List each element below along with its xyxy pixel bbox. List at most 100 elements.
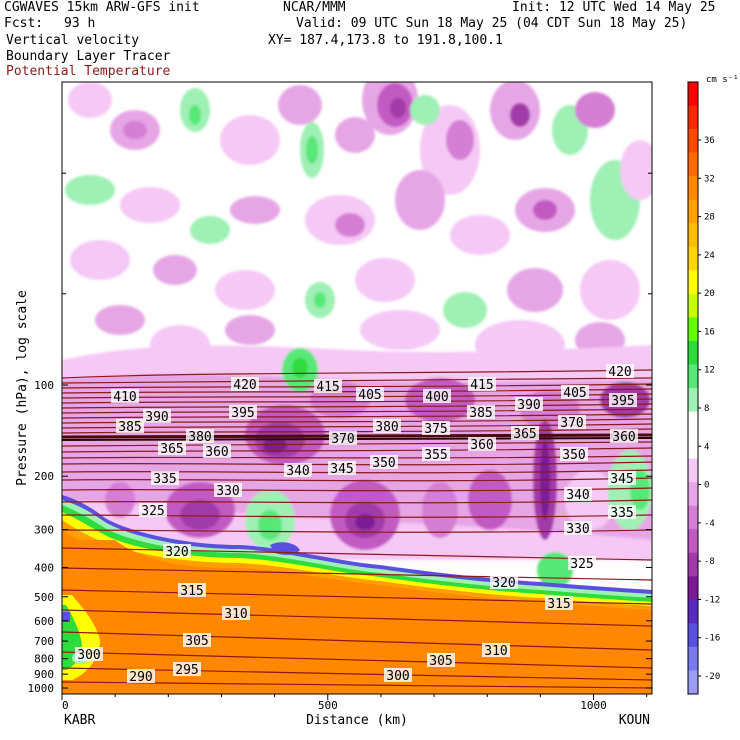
init-time: Init: 12 UTC Wed 14 May 25 bbox=[512, 0, 716, 15]
colorbar-bin bbox=[688, 435, 698, 460]
theta-label: 310 bbox=[224, 607, 247, 622]
y-tick-label: 300 bbox=[34, 524, 54, 537]
theta-label-bg bbox=[610, 429, 638, 443]
theta-label-bg bbox=[116, 419, 144, 433]
theta-label: 355 bbox=[424, 448, 447, 463]
theta-label-bg bbox=[490, 575, 518, 589]
colorbar-bin bbox=[688, 293, 698, 318]
mid-level-velocity-band bbox=[62, 345, 652, 588]
theta-label-bg bbox=[564, 487, 592, 501]
colorbar-label: 24 bbox=[704, 251, 715, 261]
theta-label: 360 bbox=[470, 438, 493, 453]
field-potential-temperature: Potential Temperature bbox=[6, 64, 171, 79]
colorbar-label: -20 bbox=[704, 672, 720, 682]
theta-label: 350 bbox=[562, 448, 585, 463]
y-tick-label: 900 bbox=[34, 668, 54, 681]
theta-label-bg bbox=[564, 521, 592, 535]
colorbar-bin bbox=[688, 105, 698, 130]
plot-frame bbox=[61, 81, 653, 695]
theta-label: 385 bbox=[469, 406, 492, 421]
y-tick-label: 400 bbox=[34, 561, 54, 574]
colorbar-bin bbox=[688, 599, 698, 624]
theta-label: 390 bbox=[517, 398, 540, 413]
colorbar-bin bbox=[688, 623, 698, 648]
theta-label-bg bbox=[467, 405, 495, 419]
colorbar-label: 20 bbox=[704, 289, 715, 299]
theta-label-bg bbox=[384, 668, 412, 682]
colorbar-bin bbox=[688, 340, 698, 365]
colorbar-bin bbox=[688, 411, 698, 436]
theta-label: 320 bbox=[492, 576, 515, 591]
theta-label-bg bbox=[284, 463, 312, 477]
theta-label: 385 bbox=[118, 420, 141, 435]
theta-label: 300 bbox=[386, 669, 409, 684]
x-tick-label: 0 bbox=[62, 699, 69, 712]
colorbar-bin bbox=[688, 246, 698, 271]
theta-label: 350 bbox=[372, 456, 395, 471]
theta-label: 370 bbox=[560, 416, 583, 431]
x-tick-label: 1000 bbox=[580, 699, 607, 712]
theta-label: 360 bbox=[612, 430, 635, 445]
theta-label-bg bbox=[158, 441, 186, 455]
model-title: CGWAVES 15km ARW-GFS init bbox=[4, 0, 200, 15]
theta-label: 325 bbox=[141, 504, 164, 519]
colorbar-bin bbox=[688, 129, 698, 154]
y-tick-label: 700 bbox=[34, 635, 54, 648]
theta-label-bg bbox=[183, 633, 211, 647]
theta-label: 390 bbox=[145, 410, 168, 425]
colorbar-bin bbox=[688, 552, 698, 577]
theta-label: 380 bbox=[188, 430, 211, 445]
colorbar-bin bbox=[688, 646, 698, 671]
theta-label-bg bbox=[427, 653, 455, 667]
colorbar-label: -4 bbox=[704, 519, 715, 529]
theta-label: 325 bbox=[570, 557, 593, 572]
theta-label: 340 bbox=[566, 488, 589, 503]
theta-label: 315 bbox=[547, 597, 570, 612]
theta-label-bg bbox=[229, 405, 257, 419]
theta-label-bg bbox=[558, 415, 586, 429]
theta-label: 405 bbox=[563, 386, 586, 401]
theta-label-bg bbox=[214, 483, 242, 497]
theta-label-bg bbox=[127, 669, 155, 683]
x-tick-label: 500 bbox=[318, 699, 338, 712]
theta-label: 410 bbox=[113, 390, 136, 405]
theta-label: 320 bbox=[165, 545, 188, 560]
theta-label-bg bbox=[423, 389, 451, 403]
theta-label-bg bbox=[373, 419, 401, 433]
theta-label: 305 bbox=[429, 654, 452, 669]
theta-label-bg bbox=[178, 583, 206, 597]
right-station-label: KOUN bbox=[619, 713, 650, 728]
theta-label: 330 bbox=[566, 522, 589, 537]
y-tick-label: 600 bbox=[34, 615, 54, 628]
theta-label-bg bbox=[356, 387, 384, 401]
field-vertical-velocity: Vertical velocity bbox=[6, 33, 140, 48]
theta-labels: 410 420 415 405 400 415 405 420 395 390 380 375 385 3… bbox=[75, 364, 638, 685]
colorbar-unit: cm s⁻¹ bbox=[706, 75, 739, 85]
theta-label: 335 bbox=[153, 472, 176, 487]
theta-label: 295 bbox=[175, 663, 198, 678]
colorbar-bin bbox=[688, 529, 698, 554]
theta-label-bg bbox=[370, 455, 398, 469]
theta-label-bg bbox=[186, 429, 214, 443]
theta-contours bbox=[62, 369, 652, 689]
theta-label-bg bbox=[482, 643, 510, 657]
theta-label: 335 bbox=[610, 506, 633, 521]
left-station-label: KABR bbox=[64, 713, 95, 728]
cross-section-endpoints: XY= 187.4,173.8 to 191.8,100.1 bbox=[268, 33, 503, 48]
theta-label-bg bbox=[163, 544, 191, 558]
theta-label-bg bbox=[608, 505, 636, 519]
x-axis-label: Distance (km) bbox=[306, 713, 408, 728]
theta-label-bg bbox=[560, 447, 588, 461]
theta-label: 375 bbox=[424, 422, 447, 437]
theta-label-bg bbox=[422, 421, 450, 435]
colorbar-bin bbox=[688, 576, 698, 601]
theta-label: 310 bbox=[484, 644, 507, 659]
theta-label-bg bbox=[568, 556, 596, 570]
colorbar-bin bbox=[688, 670, 698, 695]
theta-label-bg bbox=[222, 606, 250, 620]
plot-area: 410 420 415 405 400 415 405 420 395 390 380 375 385 3… bbox=[62, 82, 652, 694]
theta-label: 415 bbox=[316, 380, 339, 395]
theta-label-bg bbox=[515, 397, 543, 411]
